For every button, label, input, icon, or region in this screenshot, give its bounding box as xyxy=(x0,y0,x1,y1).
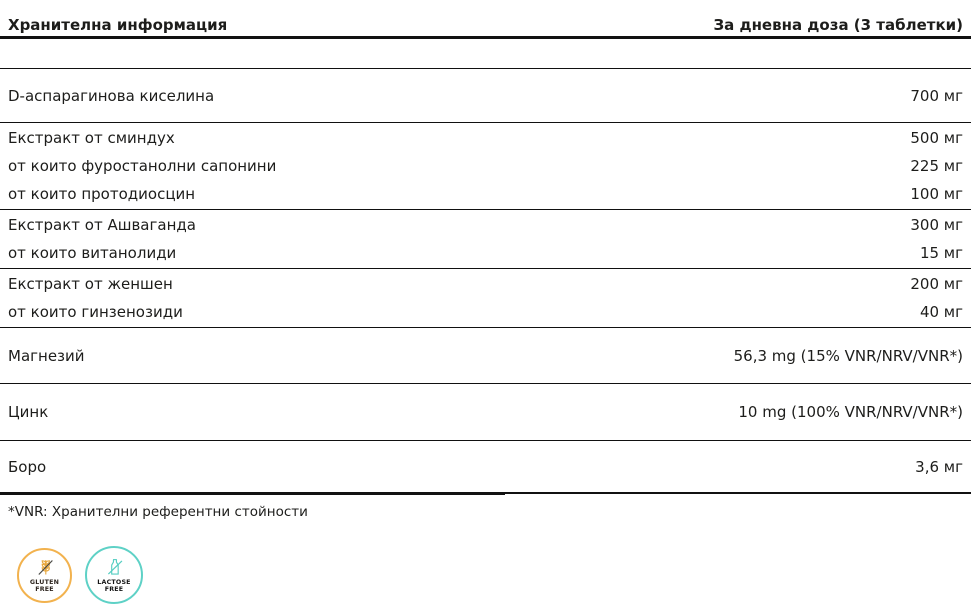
ingredient-label: Екстракт от Ашваганда xyxy=(8,216,196,234)
gluten-badge-label-line2: FREE xyxy=(35,586,54,593)
table-section: Боро 3,6 мг xyxy=(0,441,971,492)
lactose-free-badge: LACTOSE FREE xyxy=(85,546,143,604)
table-section: Екстракт от Ашваганда 300 мг от които вита… xyxy=(0,210,971,269)
lactose-badge-label-line1: LACTOSE xyxy=(97,578,131,586)
ingredient-label: от които гинзенозиди xyxy=(8,303,183,321)
ingredient-label: от които витанолиди xyxy=(8,244,177,262)
ingredient-value: 700 мг xyxy=(910,86,963,105)
ingredient-value: 15 мг xyxy=(919,244,963,262)
ingredient-value: 10 mg (100% VNR/NRV/VNR*) xyxy=(738,403,963,421)
table-bottom-border xyxy=(0,492,971,495)
gluten-badge-label-line1: GLUTEN xyxy=(29,578,60,586)
bottom-border-thick-segment xyxy=(0,492,505,495)
bottom-border-thin-segment xyxy=(505,492,971,494)
ingredient-value: 225 мг xyxy=(910,157,963,175)
table-row: Екстракт от женшен 200 мг xyxy=(0,270,971,298)
ingredient-value: 3,6 мг xyxy=(915,457,963,476)
table-section: D-аспарагинова киселина 700 мг xyxy=(0,69,971,123)
dose-column-header: За дневна доза (3 таблетки) xyxy=(713,16,963,34)
badge-row: GLUTEN FREE LACTOSE FREE xyxy=(0,546,971,604)
ingredient-value: 500 мг xyxy=(910,129,963,147)
table-section: Екстракт от женшен 200 мг от които гинзено… xyxy=(0,269,971,328)
ingredient-label: Екстракт от женшен xyxy=(8,275,173,293)
table-row: Магнезий 56,3 mg (15% VNR/NRV/VNR*) xyxy=(0,328,971,383)
gluten-free-badge: GLUTEN FREE xyxy=(17,547,72,603)
ingredient-label: D-аспарагинова киселина xyxy=(8,86,215,105)
table-row: от които фуростанолни сапонини 225 мг xyxy=(0,152,971,180)
table-section: Цинк 10 mg (100% VNR/NRV/VNR*) xyxy=(0,384,971,441)
header-spacer-row xyxy=(0,39,971,69)
ingredient-label: от които фуростанолни сапонини xyxy=(8,157,277,175)
ingredient-label: от които протодиосцин xyxy=(8,185,196,203)
ingredient-value: 300 мг xyxy=(910,216,963,234)
ingredient-label: Магнезий xyxy=(8,346,85,365)
ingredient-value: 56,3 mg (15% VNR/NRV/VNR*) xyxy=(733,346,963,365)
table-row: от които протодиосцин 100 мг xyxy=(0,180,971,208)
lactose-badge-label-line2: FREE xyxy=(104,586,124,593)
table-section: Екстракт от сминдух 500 мг от които фурост… xyxy=(0,123,971,210)
ingredient-label: Цинк xyxy=(8,403,49,421)
table-row: D-аспарагинова киселина 700 мг xyxy=(0,69,971,122)
ingredient-label: Екстракт от сминдух xyxy=(8,129,175,147)
table-row: от които гинзенозиди 40 мг xyxy=(0,298,971,326)
milk-bottle-icon xyxy=(107,558,122,575)
table-row: Екстракт от сминдух 500 мг xyxy=(0,124,971,152)
ingredient-value: 200 мг xyxy=(910,275,963,293)
table-header: Хранителна информация За дневна доза (3 … xyxy=(0,0,971,39)
table-row: Цинк 10 mg (100% VNR/NRV/VNR*) xyxy=(0,384,971,440)
ingredient-label: Боро xyxy=(8,457,47,476)
table-row: Екстракт от Ашваганда 300 мг xyxy=(0,211,971,239)
table-row: Боро 3,6 мг xyxy=(0,441,971,492)
ingredient-value: 100 мг xyxy=(910,185,963,203)
wheat-icon xyxy=(38,559,53,575)
table-title: Хранителна информация xyxy=(8,16,228,34)
table-body: D-аспарагинова киселина 700 мг Екстракт от… xyxy=(0,69,971,492)
table-row: от които витанолиди 15 мг xyxy=(0,239,971,267)
vnr-footnote: *VNR: Хранителни референтни стойности xyxy=(8,504,308,520)
table-section: Магнезий 56,3 mg (15% VNR/NRV/VNR*) xyxy=(0,328,971,384)
ingredient-value: 40 мг xyxy=(919,303,963,321)
